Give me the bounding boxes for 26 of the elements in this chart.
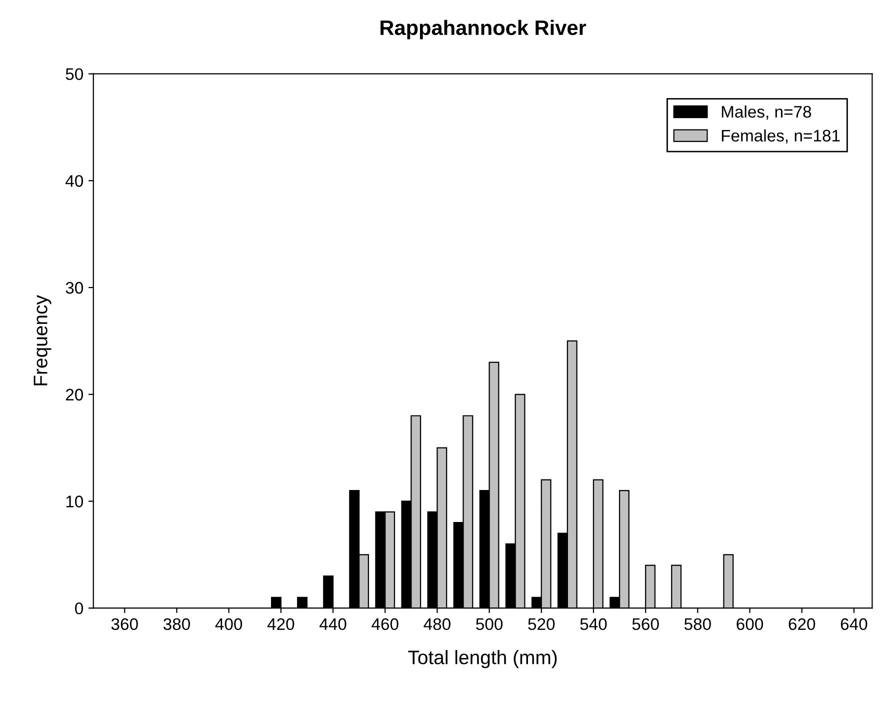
x-axis-title: Total length (mm) <box>408 650 557 668</box>
x-tick-label: 360 <box>111 618 138 630</box>
x-tick-label: 460 <box>372 618 398 630</box>
x-tick-label: 640 <box>840 618 868 630</box>
y-tick-label: 20 <box>66 388 84 401</box>
x-tick-label: 500 <box>476 618 503 630</box>
x-tick-label: 400 <box>215 618 242 630</box>
x-tick-label: 480 <box>424 618 450 630</box>
x-tick-label: 520 <box>528 618 555 630</box>
y-tick-label: 40 <box>66 175 84 187</box>
x-tick-label: 620 <box>788 618 816 630</box>
chart-title: Rappahannock River <box>380 20 586 40</box>
y-tick-label: 10 <box>66 496 84 508</box>
legend-label: Females, n=181 <box>722 129 840 144</box>
x-tick-label: 420 <box>267 618 294 630</box>
x-tick-label: 540 <box>580 618 607 630</box>
y-tick-label: 50 <box>66 68 84 80</box>
y-tick-label: 0 <box>75 602 84 614</box>
y-axis-title: Frequency <box>34 295 52 386</box>
x-tick-label: 440 <box>320 618 346 630</box>
x-tick-label: 580 <box>684 618 711 630</box>
x-tick-label: 600 <box>736 618 764 630</box>
legend-label: Males, n=78 <box>722 105 812 120</box>
x-tick-label: 560 <box>632 618 659 630</box>
y-tick-label: 30 <box>66 282 84 294</box>
x-tick-label: 380 <box>163 618 190 630</box>
